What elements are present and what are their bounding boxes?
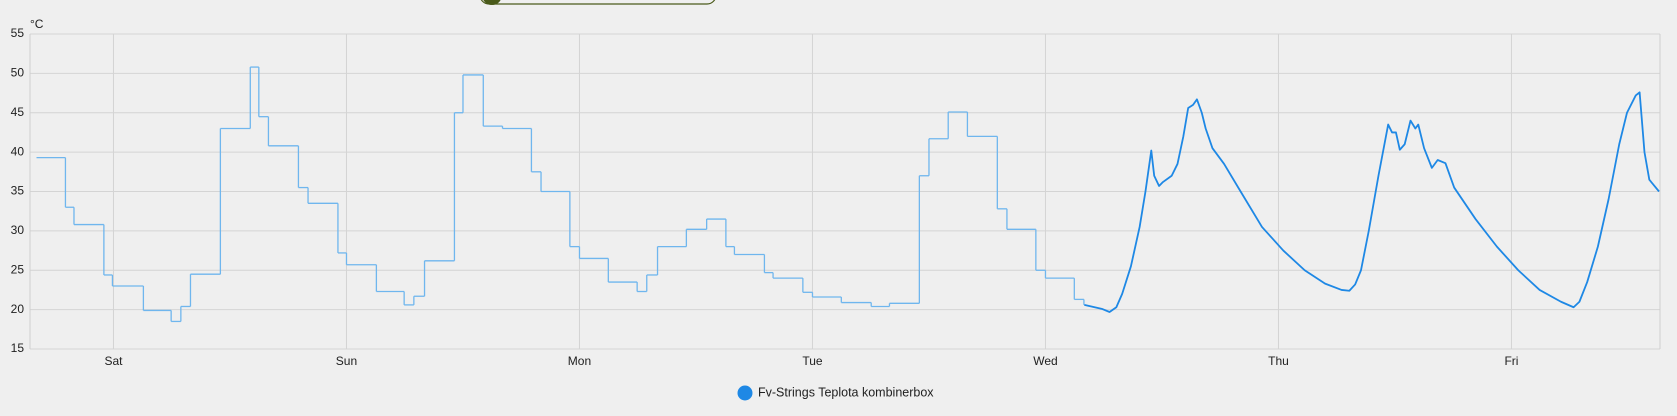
legend-marker <box>737 385 753 401</box>
x-tick-label: Tue <box>802 354 823 368</box>
y-tick-label: 50 <box>11 66 25 80</box>
x-tick-label: Sat <box>104 354 123 368</box>
y-tick-label: 40 <box>11 144 25 158</box>
y-tick-label: 30 <box>11 223 25 237</box>
data-line <box>1084 91 1660 313</box>
y-tick-label: 20 <box>11 302 25 316</box>
x-tick-label: Fri <box>1504 354 1518 368</box>
y-tick-label: 35 <box>11 184 25 198</box>
toolbar-pill-icon <box>483 0 501 5</box>
y-tick-label: 15 <box>11 341 25 355</box>
x-tick-label: Thu <box>1268 354 1289 368</box>
y-axis-unit: °C <box>30 17 44 31</box>
y-tick-label: 25 <box>11 262 25 276</box>
toolbar-pill <box>480 0 716 5</box>
legend-label: Fv-Strings Teplota kombinerbox <box>758 385 934 399</box>
x-tick-label: Wed <box>1033 354 1057 368</box>
x-tick-label: Mon <box>568 354 591 368</box>
legend-item[interactable]: Fv-Strings Teplota kombinerbox <box>737 385 935 401</box>
y-tick-label: 45 <box>11 105 25 119</box>
y-tick-label: 55 <box>11 26 25 40</box>
x-tick-label: Sun <box>336 354 357 368</box>
